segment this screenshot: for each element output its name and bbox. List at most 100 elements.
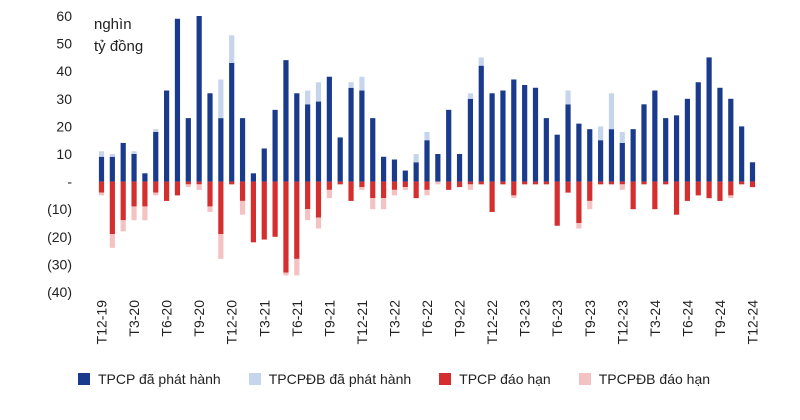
- bar-tpcpdb-maturity: [467, 184, 473, 190]
- bar-tpcp-maturity: [717, 181, 723, 201]
- bar-tpcp-maturity: [728, 181, 734, 196]
- y-tick-label: 30: [56, 91, 72, 107]
- bar-tpcp-issued: [315, 101, 322, 182]
- bar-tpcp-maturity: [207, 181, 213, 207]
- bar-tpcpdb-maturity: [120, 220, 126, 232]
- bar-tpcpdb-maturity: [587, 200, 593, 210]
- bar-tpcp-maturity: [598, 181, 604, 185]
- bar-tpcp-issued: [489, 93, 495, 182]
- bar-tpcp-issued: [673, 115, 680, 182]
- legend-swatch-tpcpdb-maturity: [578, 373, 591, 385]
- unit-label-line2: tỷ đồng: [94, 38, 144, 55]
- bar-tpcp-issued: [598, 140, 604, 182]
- bar-tpcp-issued: [98, 156, 105, 182]
- y-tick-label: 50: [56, 36, 72, 52]
- bar-tpcp-maturity: [272, 181, 278, 237]
- bar-tpcp-maturity: [749, 181, 756, 188]
- bar-tpcpdb-maturity: [381, 198, 387, 210]
- bar-tpcpdb-maturity: [185, 184, 191, 188]
- bar-tpcp-maturity: [109, 181, 115, 235]
- y-tick-label: 40: [56, 63, 72, 79]
- y-tick-label: (30): [47, 256, 72, 272]
- bar-tpcpdb-maturity: [98, 192, 105, 196]
- bar-tpcp-issued: [239, 118, 246, 182]
- legend-label-tpcpdb-maturity: TPCPĐB đáo hạn: [598, 371, 711, 387]
- x-tick-label: T12-23: [614, 300, 630, 345]
- bar-tpcpdb-maturity: [370, 198, 376, 210]
- bar-tpcp-issued: [576, 123, 582, 182]
- x-tick-label: T9-22: [452, 300, 468, 337]
- bar-tpcp-maturity: [250, 181, 256, 243]
- bar-tpcp-issued: [196, 16, 202, 182]
- bar-tpcp-issued: [478, 65, 484, 182]
- bar-tpcpdb-maturity: [619, 184, 625, 190]
- bar-tpcp-issued: [424, 140, 430, 182]
- bar-tpcp-maturity: [174, 181, 181, 196]
- bar-tpcp-maturity: [663, 181, 669, 185]
- legend-item-tpcpdb-maturity: TPCPĐB đáo hạn: [578, 371, 711, 387]
- bar-tpcpdb-issued: [305, 90, 311, 105]
- bar-tpcp-issued: [565, 104, 571, 182]
- bar-tpcpdb-issued: [413, 154, 419, 163]
- bar-tpcp-maturity: [131, 181, 137, 207]
- bar-tpcp-issued: [749, 162, 756, 182]
- bar-tpcp-maturity: [402, 181, 408, 188]
- bar-tpcp-issued: [706, 57, 712, 182]
- bar-tpcp-issued: [283, 60, 289, 182]
- bar-tpcp-issued: [185, 118, 191, 182]
- bar-tpcp-maturity: [576, 181, 582, 223]
- bar-tpcp-issued: [641, 104, 647, 182]
- bar-tpcp-maturity: [543, 181, 549, 185]
- bar-tpcp-issued: [402, 170, 408, 182]
- legend-label-tpcp-issued: TPCP đã phát hành: [98, 371, 221, 387]
- bar-tpcp-maturity: [500, 181, 506, 185]
- x-tick-label: T6-20: [159, 300, 175, 337]
- bar-tpcp-maturity: [185, 181, 191, 185]
- legend-item-tpcp-issued: TPCP đã phát hành: [78, 371, 221, 387]
- bar-tpcp-maturity: [619, 181, 625, 185]
- bar-tpcpdb-issued: [359, 76, 365, 91]
- bar-tpcpdb-maturity: [728, 195, 734, 199]
- bar-tpcp-issued: [717, 87, 723, 182]
- y-tick-label: (20): [47, 229, 72, 245]
- bar-tpcp-maturity: [695, 181, 701, 196]
- bar-tpcp-issued: [446, 109, 452, 182]
- bar-tpcp-maturity: [153, 181, 159, 193]
- bar-tpcpdb-maturity: [315, 217, 322, 229]
- bar-tpcpdb-maturity: [391, 189, 398, 196]
- x-tick-label: T9-20: [191, 300, 207, 337]
- bar-tpcp-issued: [511, 79, 517, 182]
- bar-tpcp-maturity: [337, 181, 343, 185]
- bar-tpcp-maturity: [229, 181, 235, 185]
- bar-tpcpdb-maturity: [435, 181, 441, 185]
- bar-tpcp-maturity: [120, 181, 126, 221]
- bar-tpcp-maturity: [630, 181, 636, 210]
- y-tick-label: (10): [47, 201, 72, 217]
- unit-label-line1: nghìn: [94, 16, 132, 33]
- x-tick-label: T3-21: [256, 300, 272, 337]
- bar-tpcp-issued: [109, 156, 115, 182]
- bar-tpcp-issued: [663, 118, 669, 182]
- bar-tpcp-issued: [120, 142, 126, 182]
- bar-tpcp-maturity: [381, 181, 387, 199]
- legend-swatch-tpcpdb-issued: [248, 373, 261, 385]
- bar-tpcp-maturity: [522, 181, 528, 185]
- bar-tpcp-issued: [554, 134, 560, 182]
- bar-tpcp-maturity: [283, 181, 289, 273]
- x-tick-label: T3-20: [126, 300, 142, 337]
- bar-tpcp-maturity: [391, 181, 398, 190]
- bar-tpcp-maturity: [673, 181, 680, 215]
- bar-tpcp-issued: [174, 18, 181, 182]
- bar-tpcp-issued: [359, 90, 365, 182]
- bar-tpcp-maturity: [239, 181, 246, 201]
- bar-tpcp-issued: [153, 131, 159, 182]
- bar-tpcp-issued: [728, 98, 734, 182]
- bar-tpcp-issued: [413, 162, 419, 182]
- bar-tpcpdb-maturity: [359, 187, 365, 190]
- bar-tpcp-maturity: [478, 181, 484, 185]
- bar-tpcp-issued: [587, 129, 593, 182]
- x-tick-label: T12-24: [745, 300, 761, 345]
- bar-tpcp-maturity: [98, 181, 105, 193]
- bar-tpcp-maturity: [467, 181, 473, 185]
